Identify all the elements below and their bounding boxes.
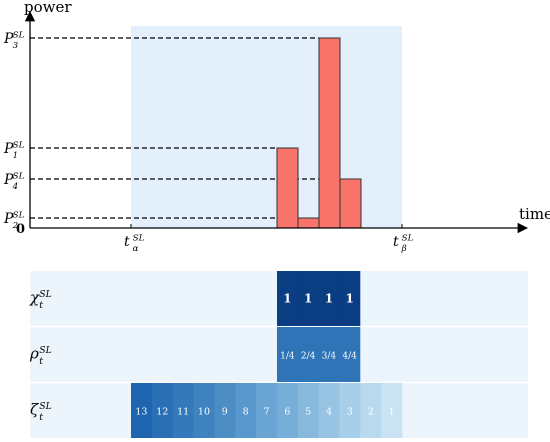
svg-text:P: P: [3, 141, 14, 157]
svg-text:SL: SL: [39, 401, 52, 412]
svg-text:t: t: [39, 300, 43, 311]
svg-text:P: P: [3, 172, 14, 188]
bar-p2: [297, 217, 320, 229]
table-cell: [297, 271, 319, 326]
row-symbol: ζ SLt: [30, 401, 52, 423]
table-cell: [360, 383, 382, 438]
svg-text:P: P: [3, 31, 14, 47]
table-cell-value: 1/4: [280, 352, 295, 362]
table-cell: [214, 383, 236, 438]
table-cell-value: 8: [243, 407, 249, 418]
svg-text:3: 3: [13, 41, 19, 51]
table-cell: [235, 383, 257, 438]
svg-text:ρ: ρ: [29, 345, 39, 363]
table-cell: [193, 383, 215, 438]
svg-text:α: α: [133, 244, 139, 254]
svg-text:SL: SL: [13, 141, 25, 151]
table-cell: [276, 383, 299, 438]
svg-text:t: t: [124, 234, 130, 250]
svg-text:t: t: [393, 234, 399, 250]
svg-text:SL: SL: [39, 345, 52, 356]
svg-text:t: t: [39, 412, 43, 423]
svg-text:1: 1: [13, 151, 19, 161]
label-p3: P SL3: [3, 31, 25, 51]
table-cell-value: 2: [368, 407, 374, 418]
table-cell: [339, 327, 361, 382]
table-cell-value: 9: [222, 407, 228, 418]
x-axis-label: time: [519, 205, 550, 223]
bar-p1: [276, 147, 299, 229]
table-cell: [339, 271, 361, 326]
svg-text:SL: SL: [13, 31, 25, 41]
svg-text:χ: χ: [29, 289, 40, 307]
table-cell: [256, 383, 278, 438]
t-beta-label: t SLβ: [393, 234, 414, 254]
svg-text:SL: SL: [402, 234, 414, 244]
table-cell-value: 1: [304, 292, 312, 306]
svg-text:ζ: ζ: [30, 401, 39, 419]
row-symbol: χ SLt: [29, 289, 52, 311]
svg-text:SL: SL: [39, 289, 52, 300]
table-cell-value: 5: [305, 407, 311, 418]
svg-text:t: t: [39, 356, 43, 367]
table-cell: [339, 383, 361, 438]
y-axis-label: power: [24, 0, 72, 16]
svg-text:SL: SL: [13, 172, 25, 182]
table-cell-value: 1: [283, 292, 291, 306]
table-cell-value: 11: [177, 407, 189, 418]
table-cell: [277, 327, 299, 382]
table-cell-value: 4: [326, 407, 332, 418]
bar-p3: [318, 37, 341, 229]
table-cell-value: 10: [198, 407, 210, 418]
t-alpha-label: t SLα: [124, 234, 145, 254]
table-cell: [277, 271, 299, 326]
table-cell: [297, 327, 319, 382]
table-cell-value: 3: [347, 407, 353, 418]
table-cell-value: 1: [325, 292, 333, 306]
label-p1: P SL1: [3, 141, 25, 161]
svg-text:β: β: [401, 244, 407, 254]
row-symbol: ρ SLt: [29, 345, 52, 367]
table-cell-value: 12: [156, 407, 168, 418]
origin-label: 0: [16, 222, 25, 237]
table-cell: [151, 383, 173, 438]
table-cell: [131, 383, 153, 438]
table-cell-value: 4/4: [342, 352, 357, 362]
bar-p4: [339, 178, 362, 229]
svg-text:SL: SL: [133, 234, 145, 244]
svg-text:SL: SL: [13, 211, 25, 221]
table-cell-value: 2/4: [301, 352, 316, 362]
svg-text:P: P: [3, 211, 14, 227]
time-labels: t SLα t SLβ: [124, 224, 414, 254]
label-p2: P SL2: [3, 211, 25, 231]
table-cell: [318, 327, 340, 382]
svg-text:4: 4: [12, 182, 19, 192]
table-cell-value: 6: [284, 407, 290, 418]
table-cell: [318, 271, 340, 326]
table-cell-value: 13: [135, 407, 147, 418]
table-cell-value: 3/4: [322, 352, 337, 362]
label-p4: P SL4: [3, 172, 25, 192]
table-cell: [381, 383, 403, 438]
table-cell-value: 1: [389, 407, 395, 418]
table-cell: [172, 383, 194, 438]
table-cell-value: 1: [345, 292, 353, 306]
table-cell-value: 7: [264, 407, 270, 418]
table-cell: [297, 383, 319, 438]
table-cell: [318, 383, 340, 438]
svg-text:2: 2: [12, 221, 19, 231]
